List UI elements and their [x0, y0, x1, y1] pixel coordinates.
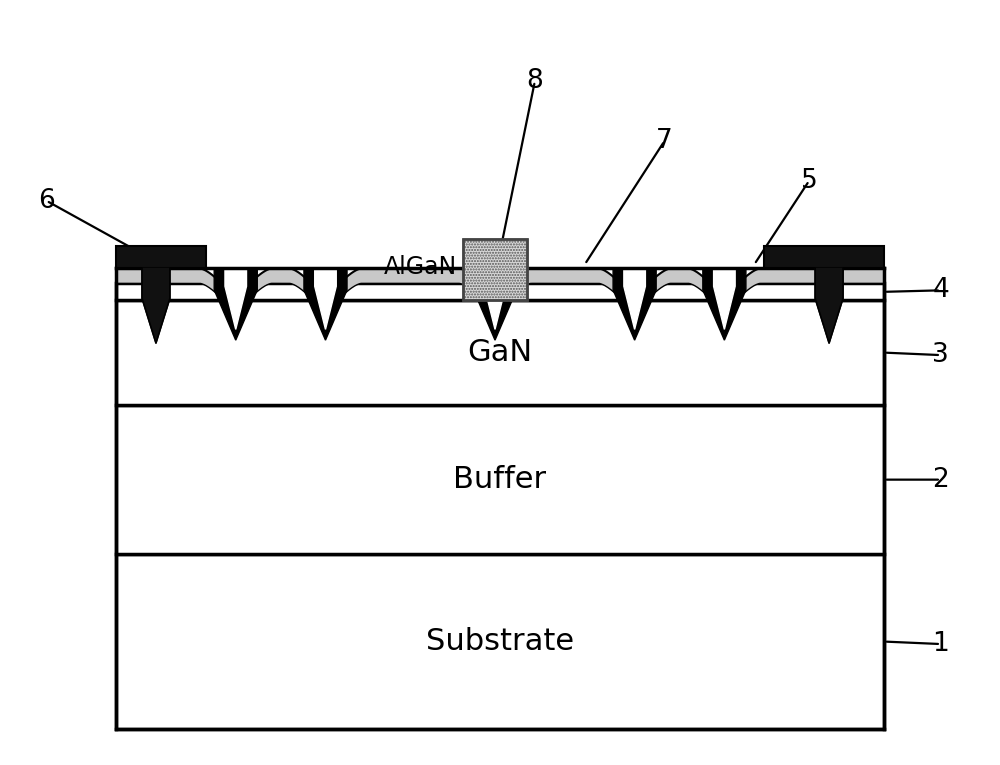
Text: 1: 1 — [932, 631, 949, 657]
Text: 7: 7 — [656, 128, 673, 154]
Polygon shape — [214, 269, 257, 340]
Polygon shape — [484, 269, 506, 330]
Text: 3: 3 — [932, 342, 949, 368]
Text: 8: 8 — [527, 68, 543, 94]
Bar — [116, 555, 884, 729]
Text: 6: 6 — [38, 187, 55, 213]
Bar — [116, 283, 884, 301]
Polygon shape — [815, 269, 843, 343]
Bar — [116, 246, 206, 269]
Bar — [463, 239, 527, 301]
Polygon shape — [714, 269, 735, 330]
Text: GaN: GaN — [467, 338, 533, 367]
Polygon shape — [304, 269, 347, 340]
Bar — [116, 301, 884, 405]
Polygon shape — [703, 269, 746, 340]
Bar — [764, 246, 884, 269]
Polygon shape — [225, 269, 247, 330]
Text: 5: 5 — [801, 168, 818, 194]
Text: Substrate: Substrate — [426, 627, 574, 656]
Bar — [463, 239, 527, 301]
Polygon shape — [624, 269, 645, 330]
Polygon shape — [473, 269, 517, 340]
Text: 2: 2 — [932, 467, 949, 493]
Polygon shape — [142, 269, 170, 343]
Polygon shape — [116, 269, 884, 316]
Text: Buffer: Buffer — [453, 465, 547, 494]
Polygon shape — [613, 269, 656, 340]
Bar — [116, 405, 884, 555]
Polygon shape — [315, 269, 336, 330]
Text: 4: 4 — [932, 278, 949, 304]
Bar — [116, 269, 884, 283]
Text: AlGaN: AlGaN — [384, 256, 457, 279]
